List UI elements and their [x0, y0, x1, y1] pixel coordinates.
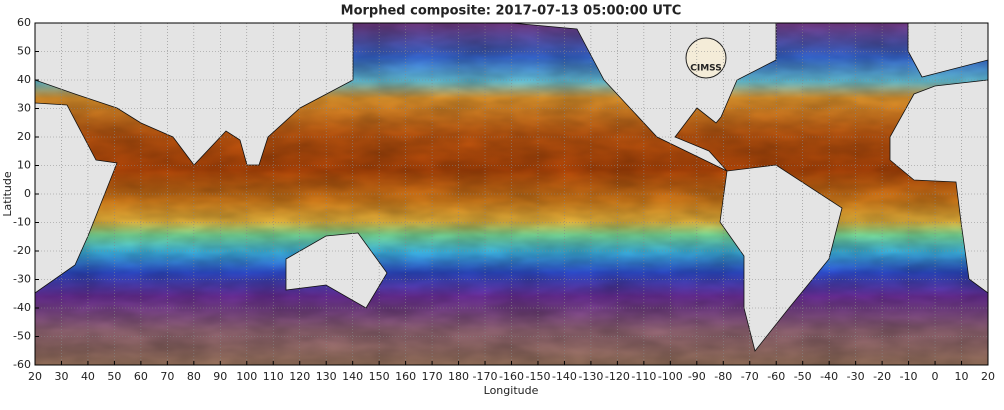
x-axis-label: Longitude [484, 384, 539, 397]
x-tick-label: -70 [741, 370, 759, 383]
africa [34, 102, 118, 294]
x-tick-label: 110 [263, 370, 284, 383]
y-axis-label: Latitude [1, 171, 14, 217]
logo-badge [685, 37, 727, 79]
x-tick-label: -130 [578, 370, 603, 383]
x-tick-label: 10 [955, 370, 969, 383]
x-tick-label: 150 [369, 370, 390, 383]
x-tick-label: -150 [525, 370, 550, 383]
logo: CIMSS [685, 37, 727, 79]
x-tick-label: -100 [658, 370, 683, 383]
x-tick-label: -110 [631, 370, 656, 383]
x-tick-label: 80 [187, 370, 201, 383]
x-tick-label: -120 [605, 370, 630, 383]
x-tick-label: -40 [820, 370, 838, 383]
x-tick-label: 90 [213, 370, 227, 383]
x-tick-label: -160 [499, 370, 524, 383]
x-tick-label: 0 [932, 370, 939, 383]
x-tick-label: 140 [342, 370, 363, 383]
y-tick-label: -40 [13, 301, 31, 314]
x-tick-label: -90 [688, 370, 706, 383]
y-tick-label: 40 [17, 73, 31, 86]
y-tick-label: 0 [24, 187, 31, 200]
x-tick-label: 160 [395, 370, 416, 383]
x-tick-label: 30 [54, 370, 68, 383]
south-america [719, 164, 843, 352]
x-tick-label: -50 [794, 370, 812, 383]
x-tick-label: -10 [900, 370, 918, 383]
map-title: Morphed composite: 2017-07-13 05:00:00 U… [341, 4, 682, 19]
logo-text: CIMSS [690, 64, 721, 74]
x-tick-label: -170 [473, 370, 498, 383]
x-tick-label: 60 [134, 370, 148, 383]
x-tick-label: 70 [160, 370, 174, 383]
y-tick-label: -20 [13, 244, 31, 257]
y-tick-label: 50 [17, 45, 31, 58]
x-tick-label: -60 [767, 370, 785, 383]
x-tick-label: 180 [448, 370, 469, 383]
y-tick-label: -30 [13, 273, 31, 286]
y-tick-label: 20 [17, 130, 31, 143]
axes: 20 30 40 50 60 70 80 90 100 110 120 130 140 150 160 170… [13, 16, 995, 383]
x-tick-label: 100 [236, 370, 257, 383]
y-tick-label: 60 [17, 16, 31, 29]
y-tick-label: 10 [17, 159, 31, 172]
x-tick-label: 50 [107, 370, 121, 383]
eurasia [34, 22, 354, 166]
y-tick-label: 30 [17, 102, 31, 115]
x-tick-label: -80 [714, 370, 732, 383]
x-tick-label: 20 [28, 370, 42, 383]
x-tick-label: 170 [422, 370, 443, 383]
x-tick-label: -30 [847, 370, 865, 383]
x-tick-label: -140 [552, 370, 577, 383]
west-africa [889, 79, 989, 294]
plot-frame [34, 22, 989, 366]
x-tick-label: 130 [316, 370, 337, 383]
australia [285, 232, 388, 309]
y-tick-label: -60 [13, 358, 31, 371]
x-tick-label: 120 [289, 370, 310, 383]
x-tick-label: -20 [873, 370, 891, 383]
x-tick-label: 40 [81, 370, 95, 383]
y-tick-label: -50 [13, 330, 31, 343]
y-tick-label: -10 [13, 216, 31, 229]
x-tick-label: 20 [981, 370, 995, 383]
